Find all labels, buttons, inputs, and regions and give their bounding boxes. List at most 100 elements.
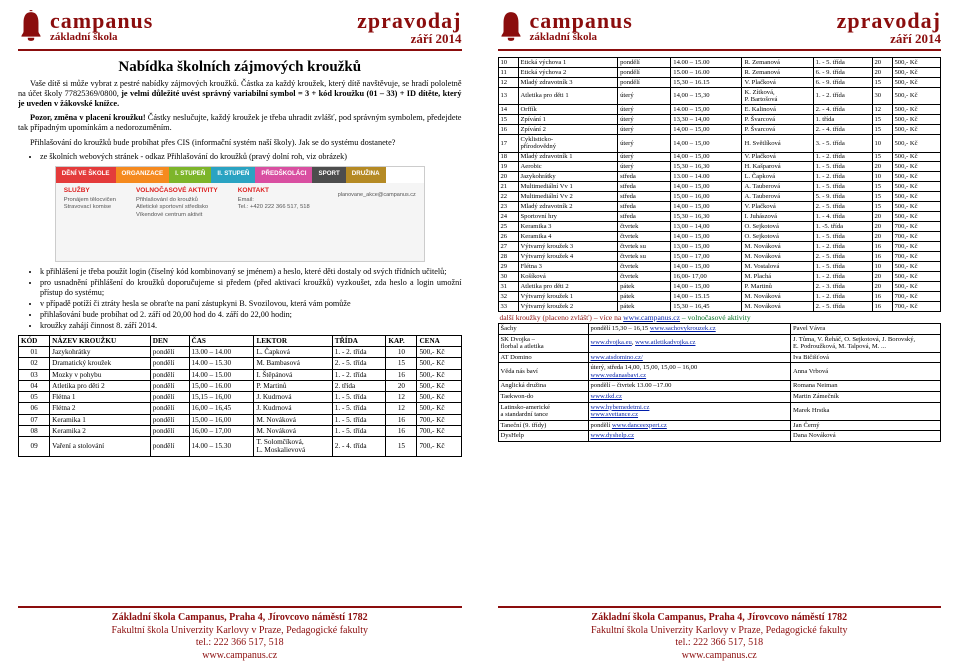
campanus-link[interactable]: www.campanus.cz xyxy=(623,313,680,322)
table-cell: Keramika 2 xyxy=(50,425,151,436)
external-link[interactable]: www.dvojka.eu xyxy=(591,339,632,346)
courses-table-left: KÓDNÁZEV KROUŽKUDENČASLEKTORTŘÍDAKAP.CEN… xyxy=(18,335,462,457)
table-row: 15Zpívání 1úterý13,30 – 14,00P. Švarcová… xyxy=(498,115,941,125)
header-right: zpravodaj září 2014 xyxy=(837,10,941,45)
table-cell: Mladý zdravotník 1 xyxy=(518,152,618,162)
table-cell: Vaření a stolování xyxy=(50,437,151,457)
table-cell: 25 xyxy=(498,222,518,232)
table-cell: 14,00 – 15,00 xyxy=(671,232,742,242)
external-link[interactable]: www.atletikadvojka.cz xyxy=(635,339,695,346)
external-link[interactable]: www.dyshelp.cz xyxy=(591,432,635,439)
table-cell: pátek xyxy=(618,292,671,302)
right-body: 10Etická výchova 1pondělí14.00 – 15.00R.… xyxy=(498,57,942,600)
table-cell: 20 xyxy=(872,58,892,68)
table-cell: 24 xyxy=(498,212,518,222)
table-cell: 16 xyxy=(872,242,892,252)
table-cell: Mladý zdravotník 2 xyxy=(518,202,618,212)
table-cell: Výtvarný kroužek 1 xyxy=(518,292,618,302)
table-row: 12Mladý zdravotník 3pondělí15,30 – 16.15… xyxy=(498,77,941,87)
table-cell: úterý xyxy=(618,152,671,162)
table-cell: 13,00 – 15,00 xyxy=(671,242,742,252)
page-right: campanus základní škola zpravodaj září 2… xyxy=(480,0,959,662)
table-cell: Pavel Vávra xyxy=(791,324,941,335)
table-row: 08Keramika 2pondělí16,00 – 17,00M. Novák… xyxy=(19,425,462,436)
table-row: 02Dramatický kroužekpondělí14.00 – 15.30… xyxy=(19,358,462,369)
header-zpravodaj: zpravodaj xyxy=(357,10,461,32)
table-cell: Keramika 3 xyxy=(518,222,618,232)
left-body: Nabídka školních zájmových kroužků Vaše … xyxy=(18,57,462,600)
table-cell: P. Švarcová xyxy=(742,115,813,125)
table-cell: 20 xyxy=(872,232,892,242)
table-cell: 500,- Kč xyxy=(892,282,941,292)
table-cell: 500,- Kč xyxy=(892,125,941,135)
table-header: LEKTOR xyxy=(254,335,332,346)
external-link[interactable]: www.vedanasbavi.cz xyxy=(591,372,647,379)
table-row: 31Atletika pro děti 2pátek14,00 – 15,00P… xyxy=(498,282,941,292)
bell-logo-icon xyxy=(498,10,524,42)
table-cell: pondělí xyxy=(150,346,189,357)
table-cell: 06 xyxy=(19,403,50,414)
table-row: 03Mozky v pohybupondělí14.00 – 15.00I. Š… xyxy=(19,369,462,380)
table-row: 01Jazykohrátkypondělí13.00 – 14.00L. Čap… xyxy=(19,346,462,357)
footer-l3: tel.: 222 366 517, 518 xyxy=(18,637,462,650)
table-cell: 22 xyxy=(498,192,518,202)
table-cell: 14.00 – 15.30 xyxy=(189,437,254,457)
table-cell: 16 xyxy=(872,252,892,262)
table-cell: 500,- Kč xyxy=(892,162,941,172)
table-cell: Zpívání 1 xyxy=(518,115,618,125)
table-cell: 12 xyxy=(872,105,892,115)
table-cell: pondělí xyxy=(150,369,189,380)
table-cell: 2. - 5. třída xyxy=(813,252,872,262)
table-row: 18Mladý zdravotník 1úterý14,00 – 15,00V.… xyxy=(498,152,941,162)
table-cell: 04 xyxy=(19,380,50,391)
table-row: 23Mladý zdravotník 2středa14,00 – 15,00V… xyxy=(498,202,941,212)
table-row: 26Keramika 4čtvrtek14,00 – 15,00O. Sejko… xyxy=(498,232,941,242)
table-cell: 16,00 – 16,45 xyxy=(189,403,254,414)
table-row: 22Multimediální Vv 2středa15,00 – 16,00A… xyxy=(498,192,941,202)
external-link[interactable]: www.danceexpert.cz xyxy=(612,422,667,429)
table-cell: 15,15 – 16,00 xyxy=(189,392,254,403)
table-cell: O. Sejkotová xyxy=(742,232,813,242)
table-cell: O. Sejkotová xyxy=(742,222,813,232)
external-link[interactable]: www.tkd.cz xyxy=(591,393,622,400)
table-cell: Sportovní hry xyxy=(518,212,618,222)
brand-title: campanus xyxy=(530,10,633,32)
table-cell: Věda nás baví xyxy=(498,363,588,381)
table-cell: pondělí xyxy=(150,380,189,391)
bullet-item: ze školních webových stránek - odkaz Při… xyxy=(40,152,462,162)
table-cell: 23 xyxy=(498,202,518,212)
table-cell: 14,00 – 15,00 xyxy=(671,282,742,292)
table-cell: 1. - 2. třída xyxy=(813,272,872,282)
table-cell: 27 xyxy=(498,242,518,252)
external-link[interactable]: www.atsdomino.cz/ xyxy=(591,354,643,361)
screenshot-tab: II. STUPEŇ xyxy=(211,167,255,183)
table-cell: 33 xyxy=(498,302,518,312)
table-row: AT Dominowww.atsdomino.cz/Iva Bičišťová xyxy=(498,352,941,363)
table-cell: 28 xyxy=(498,252,518,262)
table-cell: 700,- Kč xyxy=(892,232,941,242)
table-row: 28Výtvarný kroužek 4čtvrtek su15,00 – 17… xyxy=(498,252,941,262)
table-cell: www.dyshelp.cz xyxy=(588,431,791,442)
table-cell: pondělí xyxy=(150,392,189,403)
external-link[interactable]: www.svettance.cz xyxy=(591,411,639,418)
table-cell: úterý xyxy=(618,162,671,172)
table-cell: 02 xyxy=(19,358,50,369)
table-cell: 1. - 5. třída xyxy=(332,414,386,425)
table-cell: 500,- Kč xyxy=(892,152,941,162)
footer-l4: www.campanus.cz xyxy=(498,650,942,662)
table-cell: 700,- Kč xyxy=(417,425,461,436)
table-cell: 16 xyxy=(872,292,892,302)
table-row: 21Multimediální Vv 1středa14,00 – 15,00A… xyxy=(498,182,941,192)
table-cell: Jazykohrátky xyxy=(518,172,618,182)
table-row: 30Košíkováčtvrtek16,00- 17,00M. Plachá1.… xyxy=(498,272,941,282)
table-cell: 10 xyxy=(872,135,892,152)
external-link[interactable]: www.sachovykrouzek.cz xyxy=(650,325,716,332)
table-cell: M. Nováková xyxy=(742,292,813,302)
external-link[interactable]: www.hybemedetmi.cz xyxy=(591,404,650,411)
table-cell: Jazykohrátky xyxy=(50,346,151,357)
table-cell: Multimediální Vv 2 xyxy=(518,192,618,202)
table-cell: čtvrtek xyxy=(618,272,671,282)
table-cell: 500,- Kč xyxy=(417,346,461,357)
footer-l3: tel.: 222 366 517, 518 xyxy=(498,637,942,650)
header-left: campanus základní škola xyxy=(498,10,633,43)
